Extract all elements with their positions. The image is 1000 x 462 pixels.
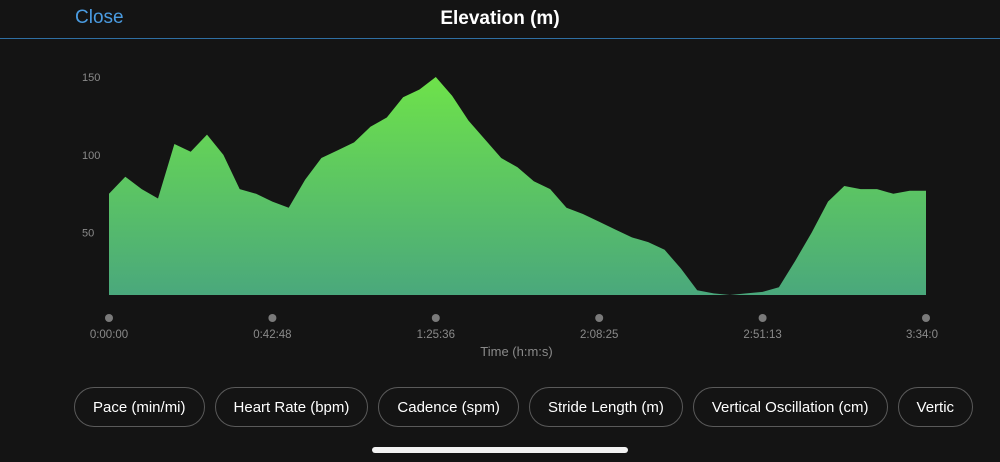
elevation-area: [109, 77, 926, 295]
close-button[interactable]: Close: [75, 7, 124, 28]
chip-cadence[interactable]: Cadence (spm): [378, 387, 519, 427]
chip-stride-length[interactable]: Stride Length (m): [528, 387, 683, 427]
x-tick-label: 3:34:0: [906, 329, 938, 341]
x-tick-label: 2:08:25: [580, 329, 618, 341]
x-tick-dot: [758, 314, 767, 322]
chip-vertical-oscillation[interactable]: Vertical Oscillation (cm): [692, 387, 888, 427]
chip-pace[interactable]: Pace (min/mi): [74, 387, 205, 427]
x-tick-dot: [595, 314, 604, 322]
x-tick-dot: [431, 314, 440, 322]
x-tick-label: 0:00:00: [90, 329, 128, 341]
page-title: Elevation (m): [440, 8, 560, 29]
top-bar: Close Elevation (m): [0, 0, 1000, 39]
chip-vertical-ratio[interactable]: Vertic: [897, 387, 974, 427]
elevation-chart: 50 100 150 0:00:00 0:42:48 1:25:36 2:08:25 2:51…: [82, 72, 938, 359]
x-axis-label: Time (h:m:s): [480, 344, 552, 359]
y-tick-label: 100: [82, 150, 100, 162]
x-tick-label: 1:25:36: [417, 329, 455, 341]
x-tick-label: 2:51:13: [743, 329, 781, 341]
home-indicator[interactable]: [372, 447, 628, 453]
metric-chip-bar: Pace (min/mi) Heart Rate (bpm) Cadence (…: [74, 387, 974, 429]
y-tick-label: 50: [82, 228, 94, 240]
y-tick-label: 150: [82, 72, 100, 84]
x-tick-dot: [105, 314, 113, 322]
chip-heart-rate[interactable]: Heart Rate (bpm): [214, 387, 369, 427]
x-tick-dot: [922, 314, 930, 322]
x-tick-label: 0:42:48: [253, 329, 291, 341]
x-tick-dot: [268, 314, 277, 322]
